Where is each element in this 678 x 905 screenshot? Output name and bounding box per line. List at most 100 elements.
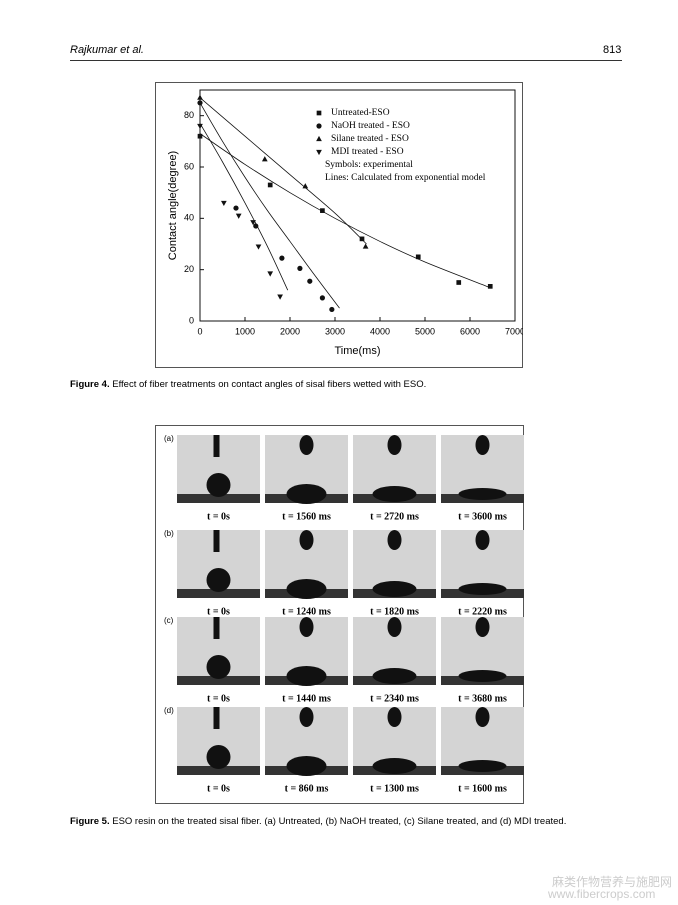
drop [372, 758, 417, 774]
y-tick-label: 60 [184, 161, 194, 171]
point [297, 265, 303, 271]
panel-label: (c) [164, 616, 174, 625]
needle [213, 530, 220, 552]
time-label: t = 1560 ms [282, 511, 331, 522]
pendant-drop [299, 617, 314, 637]
x-tick-label: 1000 [235, 326, 255, 336]
pendant-drop [299, 530, 314, 550]
photo-substrate [177, 494, 260, 503]
pendant-drop [387, 530, 402, 550]
time-label: t = 0s [207, 693, 230, 704]
photo-substrate [177, 676, 260, 685]
x-tick-label: 7000 [505, 326, 523, 336]
y-axis-label: Contact angle(degree) [167, 151, 179, 260]
y-tick-label: 40 [184, 213, 194, 223]
x-tick-label: 4000 [370, 326, 390, 336]
point [319, 295, 325, 301]
x-axis-label: Time(ms) [334, 345, 380, 357]
point [302, 183, 309, 189]
page-number: 813 [603, 44, 622, 56]
time-label: t = 0s [207, 783, 230, 794]
x-tick-label: 2000 [280, 326, 300, 336]
point [250, 220, 256, 226]
caption-label: Figure 4. [70, 379, 110, 390]
point [267, 182, 273, 188]
pendant-drop [475, 617, 490, 637]
figure-5: (a) t = 0s t = 1560 ms t = 2720 ms t = 3600 … [155, 425, 524, 804]
point [362, 243, 369, 249]
point [316, 135, 322, 142]
figure-4: 0 1000 2000 3000 4000 5000 6000 7000 0 20 40 60 80 Ti… [155, 82, 523, 368]
fit-line [199, 97, 367, 245]
time-label: t = 1240 ms [282, 606, 331, 617]
legend-label: Silane treated - ESO [331, 134, 409, 144]
caption-text: ESO resin on the treated sisal fiber. (a… [112, 816, 567, 827]
watermark: 麻类作物营养与施肥网 [552, 875, 673, 889]
point [415, 254, 421, 260]
fit-line [199, 123, 289, 291]
needle [213, 435, 220, 457]
drop [286, 579, 327, 599]
header-rule [70, 60, 622, 61]
photo-substrate [177, 766, 260, 775]
needle [213, 617, 220, 639]
figure-frame [155, 82, 523, 368]
drop [206, 655, 231, 679]
time-label: t = 860 ms [285, 783, 329, 794]
time-label: t = 2720 ms [370, 511, 419, 522]
point [359, 236, 365, 242]
plot-area [199, 89, 516, 322]
panel-label: (d) [164, 706, 174, 715]
point [197, 94, 203, 100]
time-label: t = 3600 ms [458, 511, 507, 522]
x-tick-label: 5000 [415, 326, 435, 336]
drop [372, 486, 417, 502]
drop [206, 568, 231, 592]
point [279, 255, 285, 261]
drop [206, 745, 231, 769]
drop [458, 670, 507, 682]
time-label: t = 3680 ms [458, 693, 507, 704]
time-label: t = 0s [207, 511, 230, 522]
y-tick-label: 20 [184, 264, 194, 274]
pendant-drop [475, 530, 490, 550]
point [267, 271, 274, 277]
point [220, 200, 227, 207]
caption-text: Effect of fiber treatments on contact an… [112, 379, 427, 390]
drop [458, 583, 507, 595]
drop [286, 484, 327, 504]
needle [213, 707, 220, 729]
time-label: t = 0s [207, 606, 230, 617]
legend-label: NaOH treated - ESO [331, 121, 410, 131]
pendant-drop [475, 435, 490, 455]
x-tick-label: 0 [197, 326, 202, 336]
pendant-drop [387, 617, 402, 637]
point [316, 149, 322, 156]
x-tick-label: 6000 [460, 326, 480, 336]
drop [372, 668, 417, 684]
point [197, 100, 203, 106]
annotation: Lines: Calculated from exponential model [325, 172, 486, 183]
running-head: Rajkumar et al. [70, 44, 144, 56]
point [255, 244, 262, 250]
point [329, 306, 335, 313]
point [316, 110, 322, 116]
legend-label: Untreated-ESO [331, 108, 390, 118]
figure-frame [155, 425, 524, 804]
figure-4-caption: Figure 4. Effect of fiber treatments on … [70, 379, 426, 390]
fit-line [199, 133, 491, 289]
panel-label: (b) [164, 529, 174, 538]
caption-label: Figure 5. [70, 816, 110, 827]
time-label: t = 1300 ms [370, 783, 419, 794]
pendant-drop [387, 435, 402, 455]
point [197, 123, 203, 130]
time-label: t = 2340 ms [370, 693, 419, 704]
drop [286, 756, 327, 776]
point [456, 280, 462, 285]
drop [458, 760, 507, 772]
time-label: t = 1820 ms [370, 606, 419, 617]
time-label: t = 1600 ms [458, 783, 507, 794]
pendant-drop [299, 707, 314, 727]
y-tick-label: 0 [189, 315, 194, 325]
point [307, 278, 313, 284]
